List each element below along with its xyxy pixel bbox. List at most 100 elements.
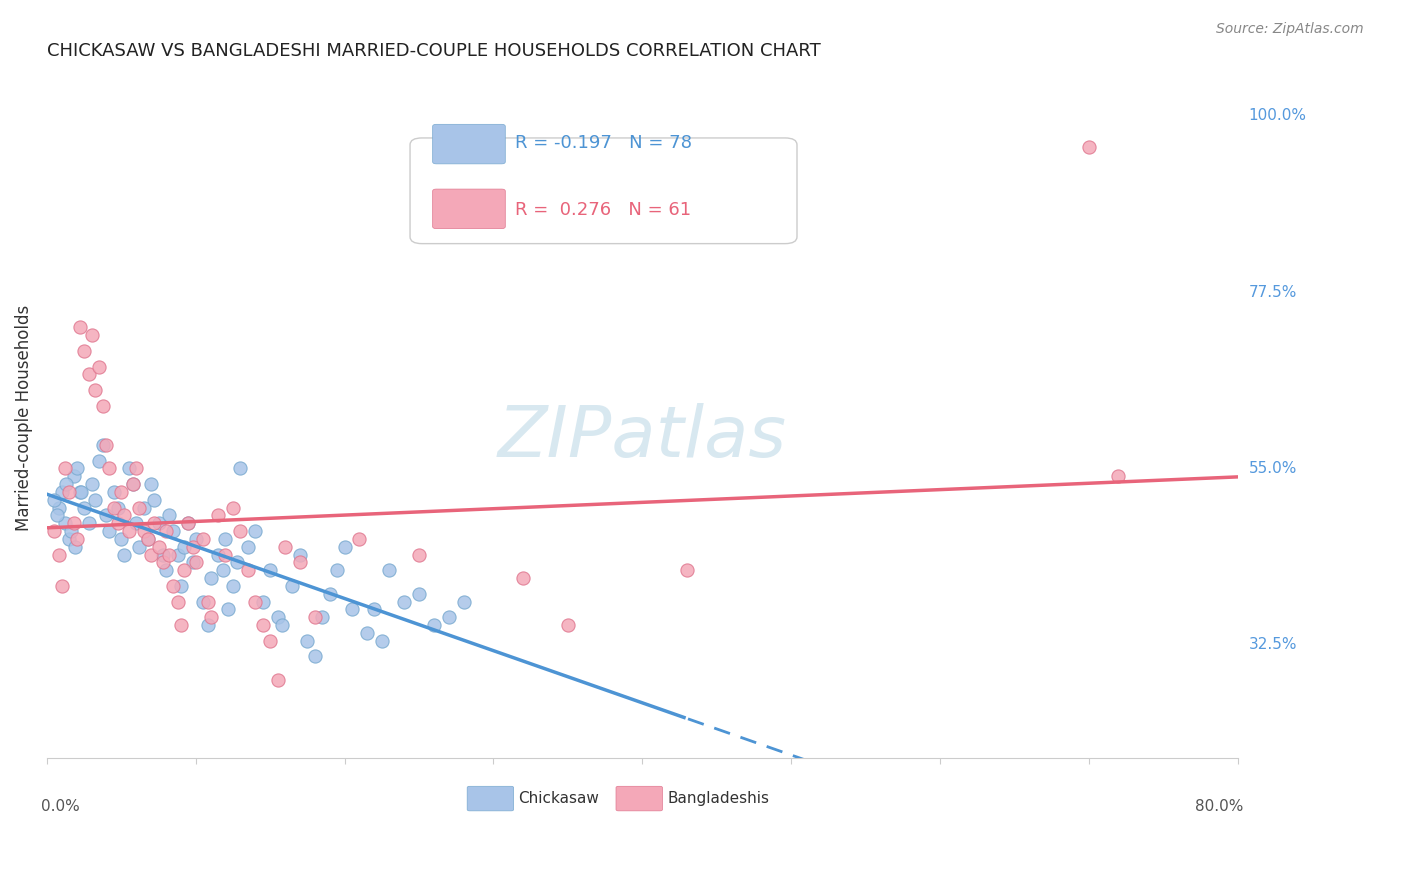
Point <box>58 532 80 546</box>
Point <box>356 626 378 640</box>
Point <box>173 540 195 554</box>
Point <box>226 556 249 570</box>
Y-axis label: Married-couple Households: Married-couple Households <box>15 304 32 531</box>
Text: 80.0%: 80.0% <box>1195 799 1243 814</box>
Point <box>162 524 184 538</box>
Point <box>59 524 82 538</box>
Point <box>62 516 84 531</box>
Point <box>349 532 371 546</box>
Point <box>363 602 385 616</box>
Point <box>46 508 69 523</box>
Point <box>288 556 311 570</box>
Point <box>96 508 118 523</box>
FancyBboxPatch shape <box>411 138 797 244</box>
Point <box>77 516 100 531</box>
FancyBboxPatch shape <box>433 189 505 228</box>
Point <box>676 563 699 577</box>
Point <box>132 500 155 515</box>
Point <box>53 461 76 475</box>
Point <box>93 438 115 452</box>
Point <box>125 516 148 531</box>
Point <box>118 524 141 538</box>
Point <box>197 618 219 632</box>
Text: 0.0%: 0.0% <box>41 799 80 814</box>
Point <box>259 633 281 648</box>
Point <box>167 594 190 608</box>
Point <box>217 602 239 616</box>
Point <box>304 610 326 624</box>
Text: 77.5%: 77.5% <box>1249 285 1296 300</box>
Point <box>83 383 105 397</box>
Point <box>80 477 103 491</box>
Point <box>77 368 100 382</box>
Point <box>83 492 105 507</box>
Point <box>229 461 252 475</box>
Point <box>110 484 132 499</box>
Point <box>136 532 159 546</box>
Point <box>136 532 159 546</box>
Point <box>1077 140 1099 154</box>
Point <box>125 461 148 475</box>
Point <box>311 610 333 624</box>
Point <box>437 610 460 624</box>
Point <box>87 453 110 467</box>
Point <box>128 540 150 554</box>
Point <box>132 524 155 538</box>
Point <box>112 548 135 562</box>
Point <box>222 579 245 593</box>
Point <box>122 477 145 491</box>
Text: CHICKASAW VS BANGLADESHI MARRIED-COUPLE HOUSEHOLDS CORRELATION CHART: CHICKASAW VS BANGLADESHI MARRIED-COUPLE … <box>46 42 821 60</box>
Point <box>557 618 579 632</box>
Point <box>177 516 200 531</box>
Point <box>408 548 430 562</box>
Point <box>170 618 193 632</box>
Point <box>181 556 204 570</box>
Point <box>252 594 274 608</box>
Point <box>69 484 91 499</box>
Point <box>128 500 150 515</box>
Point <box>304 649 326 664</box>
Point <box>236 563 259 577</box>
Point <box>181 540 204 554</box>
Point <box>122 477 145 491</box>
Text: 55.0%: 55.0% <box>1249 461 1296 476</box>
Point <box>259 563 281 577</box>
Point <box>48 500 70 515</box>
Point <box>148 540 170 554</box>
Point <box>51 484 73 499</box>
Point <box>184 532 207 546</box>
Point <box>229 524 252 538</box>
Point <box>207 508 229 523</box>
Text: Chickasaw: Chickasaw <box>519 791 599 806</box>
Point <box>333 540 356 554</box>
Text: 32.5%: 32.5% <box>1249 637 1298 652</box>
Point <box>98 524 121 538</box>
Point <box>44 492 66 507</box>
Point <box>48 548 70 562</box>
Point <box>191 594 214 608</box>
Point <box>44 524 66 538</box>
Point <box>318 587 340 601</box>
Point <box>70 484 93 499</box>
Point <box>184 556 207 570</box>
Point <box>266 610 288 624</box>
Point <box>148 516 170 531</box>
Point <box>167 548 190 562</box>
Point <box>453 594 475 608</box>
Text: R =  0.276   N = 61: R = 0.276 N = 61 <box>515 201 690 219</box>
Point <box>378 563 401 577</box>
Point <box>157 508 180 523</box>
Point <box>107 500 129 515</box>
Point <box>93 399 115 413</box>
Point <box>107 516 129 531</box>
Point <box>53 516 76 531</box>
Point <box>191 532 214 546</box>
Point <box>155 524 177 538</box>
Point <box>162 579 184 593</box>
Point <box>214 548 236 562</box>
Point <box>96 438 118 452</box>
Point <box>408 587 430 601</box>
Point <box>63 540 86 554</box>
Point <box>207 548 229 562</box>
Point <box>200 571 222 585</box>
